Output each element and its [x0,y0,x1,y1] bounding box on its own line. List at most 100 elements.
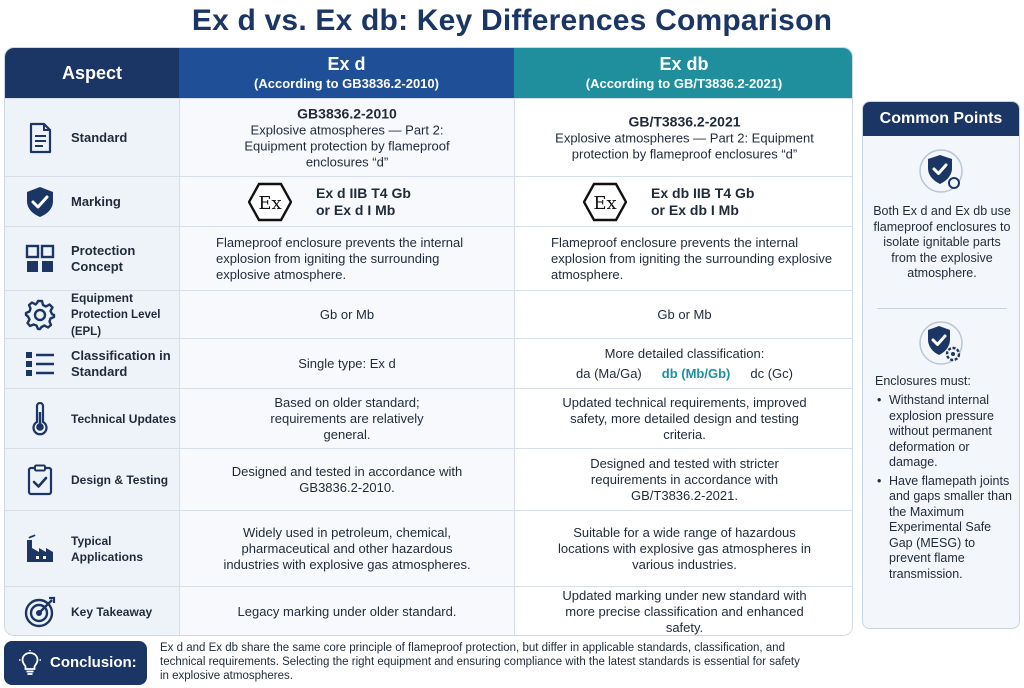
list-icon [26,351,54,376]
exdb-standard-text: Explosive atmospheres — Part 2: Equipmen… [555,130,814,161]
common-points-title: Common Points [863,102,1019,136]
common-divider [877,308,1007,309]
aspect-label: Technical Updates [71,411,177,426]
aspect-cell: Key Takeaway [5,587,179,635]
aspect-cell: Standard [5,99,179,176]
header-exd-subtitle: (According to GB3836.2-2010) [254,76,439,91]
exd-cell: Widely used in petroleum, chemical, phar… [179,511,514,586]
exd-standard-text: Explosive atmospheres — Part 2: Equipmen… [244,122,450,169]
aspect-label: Classification in Standard [71,347,171,379]
header-exdb-subtitle: (According to GB/T3836.2-2021) [585,76,783,91]
conclusion-text: Ex d and Ex db share the same core princ… [160,642,800,682]
aspect-cell: Design & Testing [5,449,179,510]
exd-takeaway-text: Legacy marking under older standard. [237,604,457,619]
list-item: Withstand internal explosion pressure wi… [875,393,1015,471]
exd-marking-line1: Ex d IIB T4 Gb [316,184,411,201]
exd-cell: Based on older standard; requirements ar… [179,389,514,448]
exdb-cell: Updated technical requirements, improved… [514,389,852,448]
exd-epl-text: Gb or Mb [319,306,375,322]
exd-marking-line2: or Ex d I Mb [316,201,396,218]
thermometer-icon [32,401,48,435]
comparison-table: Aspect Ex d (According to GB3836.2-2010)… [4,47,853,636]
aspect-cell: Equipment Protection Level (EPL) [5,291,179,338]
page-title: Ex d vs. Ex db: Key Differences Comparis… [191,4,833,37]
classification-db: db (Mb/Gb) [661,365,731,381]
conclusion-badge: Conclusion: [4,641,147,685]
exd-technical-text: Based on older standard; requirements ar… [270,394,424,442]
exd-cell: Legacy marking under older standard. [179,587,514,635]
exdb-applications-text: Suitable for a wide range of hazardous l… [558,524,811,572]
aspect-label: Protection Concept [71,242,136,274]
common-lead-text: Enclosures must: [875,374,971,388]
list-item: Have flamepath joints and gaps smaller t… [875,474,1015,583]
exdb-marking-line2: or Ex db I Mb [651,201,739,218]
exdb-cell: Updated marking under new standard with … [514,587,852,635]
exdb-protection-text: Flameproof enclosure prevents the intern… [551,234,833,282]
classification-da: da (Ma/Ga) [576,365,642,381]
header-aspect: Aspect [5,48,179,98]
aspect-label: Key Takeaway [71,605,153,619]
common-points-text: Both Ex d and Ex db use flameproof enclo… [873,204,1011,280]
exd-cell: Designed and tested in accordance with G… [179,449,514,510]
gear-icon [24,299,56,330]
aspect-cell: Typical Applications [5,511,179,586]
exd-protection-text: Flameproof enclosure prevents the intern… [216,234,464,282]
common-bullets: Withstand internal explosion pressure wi… [875,393,1015,585]
exd-cell: GB3836.2-2010 Explosive atmospheres — Pa… [179,99,514,176]
exdb-technical-text: Updated technical requirements, improved… [562,394,807,442]
ex-hexagon-icon: Ex [248,182,292,221]
svg-text:Ex: Ex [258,193,281,214]
exdb-cell: Ex Ex db IIB T4 Gb or Ex db I Mb [514,177,852,226]
exdb-cell: Gb or Mb [514,291,852,338]
classification-dc: dc (Gc) [750,365,793,381]
table-row-design-testing: Design & Testing Designed and tested in … [5,448,852,510]
exd-applications-text: Widely used in petroleum, chemical, phar… [223,524,471,572]
table-row-technical-updates: Technical Updates Based on older standar… [5,388,852,448]
document-icon [29,122,52,153]
aspect-label-line1: Equipment [71,290,133,305]
aspect-label: Typical Applications [71,533,144,564]
header-exd: Ex d (According to GB3836.2-2010) [179,48,514,98]
exd-standard-code: GB3836.2-2010 [297,105,397,121]
aspect-label-line2: Protection Level (EPL) [71,308,161,338]
aspect-label: Design & Testing [71,472,169,487]
shield-check-icon [27,186,53,217]
shield-check-icon [919,149,963,193]
table-row-epl: Equipment Protection Level (EPL) Gb or M… [5,290,852,338]
exdb-cell: Suitable for a wide range of hazardous l… [514,511,852,586]
table-row-key-takeaway: Key Takeaway Legacy marking under older … [5,586,852,635]
exd-cell: Ex Ex d IIB T4 Gb or Ex d I Mb [179,177,514,226]
exdb-cell: Designed and tested with stricter requir… [514,449,852,510]
exd-cell: Gb or Mb [179,291,514,338]
aspect-label: Standard [71,129,128,145]
aspect-cell: Protection Concept [5,227,179,290]
exd-cell: Flameproof enclosure prevents the intern… [179,227,514,290]
common-points-panel: Common Points Both Ex d and Ex db use fl… [862,101,1020,629]
exd-cell: Single type: Ex d [179,339,514,388]
svg-text:Ex: Ex [593,193,616,214]
exdb-cell: GB/T3836.2-2021 Explosive atmospheres — … [514,99,852,176]
exdb-cell: Flameproof enclosure prevents the intern… [514,227,852,290]
shield-gear-icon [919,321,963,365]
header-exdb: Ex db (According to GB/T3836.2-2021) [514,48,852,98]
exdb-standard-code: GB/T3836.2-2021 [628,113,741,129]
clipboard-check-icon [27,464,53,495]
exdb-design-text: Designed and tested with stricter requir… [590,455,779,503]
table-row-standard: Standard GB3836.2-2010 Explosive atmosph… [5,98,852,176]
factory-icon [27,533,53,562]
aspect-cell: Technical Updates [5,389,179,448]
exdb-marking-line1: Ex db IIB T4 Gb [651,184,755,201]
conclusion-label: Conclusion: [50,654,137,671]
table-row-protection-concept: Protection Concept Flameproof enclosure … [5,226,852,290]
aspect-cell: Classification in Standard [5,339,179,388]
exd-classification-text: Single type: Ex d [298,355,396,371]
table-row-typical-applications: Typical Applications Widely used in petr… [5,510,852,586]
aspect-cell: Marking [5,177,179,226]
header-exdb-title: Ex db [659,54,709,74]
exdb-cell: More detailed classification: da (Ma/Ga)… [514,339,852,388]
exdb-takeaway-text: Updated marking under new standard with … [562,588,807,635]
target-icon [24,596,56,628]
grid-icon [25,244,55,272]
aspect-label: Marking [71,193,121,209]
exdb-epl-text: Gb or Mb [657,306,712,322]
